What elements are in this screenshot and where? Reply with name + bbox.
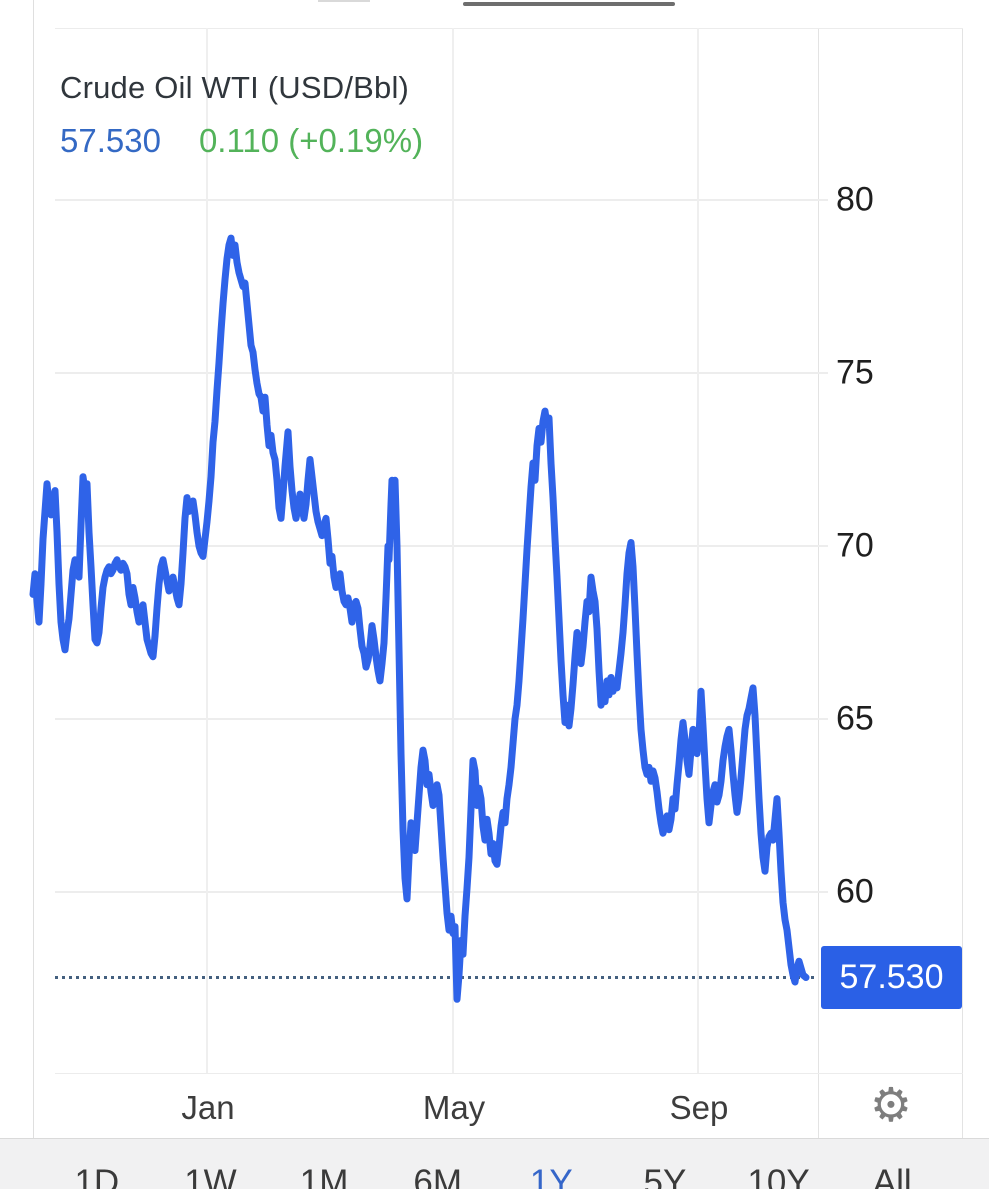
x-axis-label: Jan <box>181 1089 235 1126</box>
v-gridline <box>452 28 454 1073</box>
current-price-value: 57.530 <box>839 958 944 997</box>
range-selector-bar: 1D 1W 1M 6M 1Y 5Y 10Y All <box>0 1138 989 1189</box>
range-button-label: 6M <box>413 1163 462 1189</box>
gear-icon: ⚙ <box>869 1078 913 1133</box>
h-gridline <box>55 545 828 547</box>
axis-column-border <box>962 28 963 1138</box>
chart-settings-button[interactable]: ⚙ <box>862 1078 920 1134</box>
range-button-label: 1W <box>184 1163 237 1189</box>
y-axis-label: 65 <box>836 699 874 738</box>
range-button-label: All <box>872 1163 912 1189</box>
range-button-1d[interactable]: 1D <box>40 1139 154 1189</box>
current-price-dotted-line <box>55 975 818 979</box>
range-button-10y[interactable]: 10Y <box>722 1139 836 1189</box>
h-gridline <box>55 718 828 720</box>
status-remnant <box>318 0 370 2</box>
plot-bottom-border <box>55 1073 963 1074</box>
range-button-label: 1Y <box>529 1163 573 1189</box>
range-button-label: 5Y <box>643 1163 687 1189</box>
quote-row: 57.530 0.110 (+0.19%) <box>60 122 423 160</box>
h-gridline <box>55 372 828 374</box>
instrument-title: Crude Oil WTI (USD/Bbl) <box>60 70 410 105</box>
current-price-label: 57.530 <box>821 946 962 1010</box>
plot-top-border <box>55 28 963 29</box>
last-price: 57.530 <box>60 122 161 159</box>
tab-indicator-remnant <box>463 2 675 6</box>
x-axis-label: Sep <box>669 1089 729 1126</box>
y-axis-label: 60 <box>836 872 874 911</box>
plot-left-border <box>33 0 34 1138</box>
range-button-5y[interactable]: 5Y <box>608 1139 722 1189</box>
y-axis-label: 70 <box>836 526 874 565</box>
range-button-label: 1M <box>299 1163 349 1189</box>
y-axis-label: 80 <box>836 180 874 219</box>
range-button-label: 1D <box>74 1163 120 1189</box>
v-gridline <box>697 28 699 1073</box>
range-button-1y[interactable]: 1Y <box>495 1139 609 1189</box>
range-button-6m[interactable]: 6M <box>381 1139 495 1189</box>
range-button-label: 10Y <box>747 1163 810 1189</box>
price-line-series <box>29 234 810 1003</box>
range-button-all[interactable]: All <box>835 1139 949 1189</box>
h-gridline <box>55 891 828 893</box>
x-axis-label: May <box>422 1089 486 1126</box>
range-button-1m[interactable]: 1M <box>267 1139 381 1189</box>
price-change: 0.110 (+0.19%) <box>198 122 424 159</box>
y-axis-label: 75 <box>836 353 874 392</box>
range-button-1w[interactable]: 1W <box>154 1139 268 1189</box>
plot-right-border <box>818 28 819 1138</box>
h-gridline <box>55 199 828 201</box>
